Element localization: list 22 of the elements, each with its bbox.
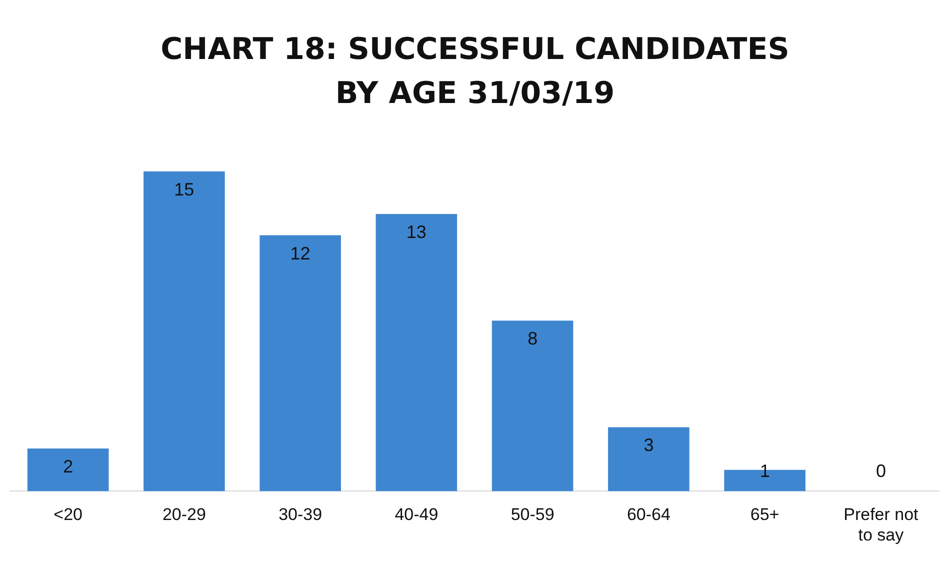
x-tick-label: 20-29 <box>162 505 206 524</box>
bar <box>492 320 574 492</box>
x-tick-label: 50-59 <box>510 505 554 524</box>
bar <box>608 427 690 492</box>
x-tick-label: 65+ <box>750 505 780 524</box>
bar <box>376 214 458 492</box>
data-label: 15 <box>174 179 194 200</box>
x-tick-label: 30-39 <box>278 505 322 524</box>
data-label: 13 <box>406 222 426 242</box>
data-label: 12 <box>290 243 310 264</box>
data-label: 2 <box>63 456 74 477</box>
x-tick-label: <20 <box>54 505 82 524</box>
bar <box>144 171 225 492</box>
data-label: 8 <box>528 328 538 349</box>
data-label: 3 <box>644 435 654 456</box>
x-tick-label: 40-49 <box>394 505 438 524</box>
chart-title: CHART 18: SUCCESSFUL CANDIDATES BY AGE 31/03/19 <box>160 31 790 113</box>
x-tick-label: Prefer not to say <box>844 505 919 544</box>
bar <box>260 235 341 492</box>
bar <box>27 448 109 492</box>
data-label: 0 <box>876 461 886 482</box>
x-tick-label: 60-64 <box>626 505 670 524</box>
